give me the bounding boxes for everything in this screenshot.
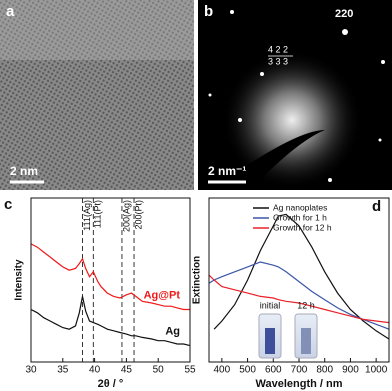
- plot-frame: [30, 197, 191, 363]
- x-tick-label: 45: [121, 365, 133, 376]
- reference-label: 111(Ag): [82, 200, 92, 231]
- panel-label: d: [372, 198, 381, 215]
- vial-liquid: [265, 328, 275, 354]
- x-tick-label: 1000: [365, 365, 388, 376]
- x-tick-label: 800: [316, 365, 333, 376]
- x-axis-label: Wavelength / nm: [256, 378, 343, 390]
- zone-denominators: 3 3 3: [268, 56, 288, 66]
- series-line: [208, 261, 390, 330]
- scale-text: 2 nm: [10, 164, 38, 178]
- series-line: [30, 243, 190, 311]
- y-axis-label: Intensity: [14, 259, 25, 301]
- series-line: [208, 274, 390, 324]
- reference-label: 200(Ag): [121, 200, 131, 232]
- series-label: Ag@Pt: [144, 289, 181, 301]
- spot-label: 220: [335, 8, 353, 20]
- tem-image: [0, 0, 194, 190]
- vial-liquid: [301, 328, 311, 354]
- x-tick-label: 30: [25, 365, 37, 376]
- y-axis-label: Extinction: [192, 256, 203, 304]
- x-tick-label: 400: [214, 365, 231, 376]
- beam-stop: [240, 130, 325, 180]
- central-glow: [222, 50, 362, 190]
- x-tick-label: 35: [57, 365, 69, 376]
- x-tick-label: 40: [89, 365, 101, 376]
- series-line: [213, 213, 390, 340]
- reference-label: 111(Pt): [93, 200, 103, 228]
- panel-label: c: [4, 196, 12, 213]
- spots: [208, 10, 385, 182]
- legend-label: Ag nanoplates: [273, 202, 327, 212]
- reference-label: 200(Pt): [133, 200, 143, 230]
- inset-label: initial: [260, 300, 281, 310]
- x-tick-label: 55: [184, 365, 196, 376]
- x-tick-label: 600: [265, 365, 282, 376]
- tem-shade: [0, 0, 194, 60]
- x-tick-label: 50: [153, 365, 165, 376]
- scale-text: 2 nm⁻¹: [208, 164, 246, 178]
- series-line: [30, 296, 191, 347]
- legend-label: Growth for 12 h: [273, 222, 332, 232]
- zone-numerators: 4 2 2: [268, 44, 288, 54]
- x-tick-label: 500: [239, 365, 256, 376]
- legend-label: Growth for 1 h: [273, 212, 327, 222]
- x-tick-label: 700: [291, 365, 308, 376]
- x-axis-label: 2θ / °: [98, 378, 124, 390]
- panel-label: a: [6, 3, 15, 20]
- x-tick-label: 900: [342, 365, 359, 376]
- inset-label: 12 h: [297, 300, 315, 310]
- panel-label: b: [204, 3, 213, 20]
- series-label: Ag: [165, 326, 180, 338]
